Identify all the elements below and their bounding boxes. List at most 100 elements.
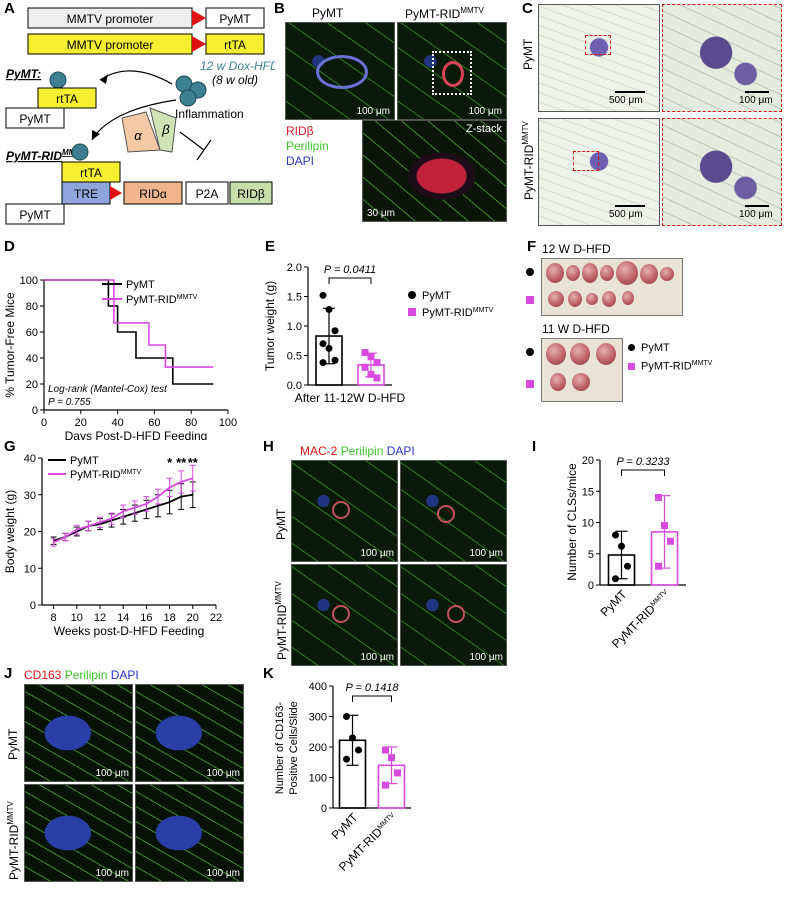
y-tick-label: 0 [321, 803, 327, 815]
data-point [667, 537, 674, 545]
inflammation-label: Inflammation [175, 107, 244, 121]
rid-beta-shape [149, 107, 177, 153]
panel-c-row2: PyMT-RIDMMTV [521, 121, 536, 200]
rtta-box-label: rtTA [224, 38, 246, 52]
significance-mark: ** [188, 455, 199, 470]
y-tick-label: 40 [24, 453, 36, 465]
legend-label: PyMT [70, 455, 99, 467]
panel-letter-j: J [4, 665, 13, 682]
x-tick-label: 100 [219, 417, 237, 429]
panel-f-label12: 12 W D-HFD [542, 242, 611, 256]
data-point [325, 305, 333, 313]
data-point [655, 562, 662, 570]
data-point [394, 769, 401, 777]
pymt-box-label: PyMT [219, 12, 251, 26]
panel-h-image-4: 100 μm [400, 564, 507, 666]
significance-mark: * [167, 455, 173, 470]
p-value: P = 0.755 [48, 397, 91, 408]
data-point [325, 344, 333, 352]
data-point [355, 746, 362, 754]
y-axis-label-line1: Number of CD163- [274, 702, 286, 795]
legend-label: PyMT [126, 279, 155, 291]
x-tick-label: 80 [185, 417, 197, 429]
x-tick-label: 0 [41, 417, 47, 429]
pymt-genotype-label: PyMT: [6, 67, 41, 81]
y-tick-label: 60 [26, 327, 38, 339]
data-point [343, 713, 350, 720]
panel-f-square-rid [526, 296, 534, 304]
y-tick-label: 400 [309, 681, 327, 693]
dox-age-label: (8 w old) [212, 73, 258, 87]
panel-h-title: MAC-2 Perilipin DAPI [300, 444, 415, 458]
data-point [382, 746, 389, 754]
data-point [367, 353, 375, 361]
panel-b-col1: PyMT [312, 6, 344, 20]
panel-f-label11: 11 W D-HFD [542, 322, 610, 336]
panel-h-image-3: 100 μm [291, 564, 398, 666]
x-axis-label: Days Post-D-HFD Feeding [65, 429, 208, 440]
legend-label: PyMT-RIDMMTV [422, 307, 494, 319]
y-axis-label: Body weight (g) [3, 490, 17, 573]
y-tick-label: 20 [582, 455, 594, 467]
y-tick-label: 1.0 [287, 321, 302, 333]
data-point [382, 781, 389, 789]
data-point [388, 754, 395, 762]
significance-mark: ** [176, 455, 187, 470]
panel-f-tumors-11w [541, 338, 623, 402]
panel-letter-i: I [532, 438, 537, 455]
dox-label: 12 w Dox-HFD [200, 59, 275, 73]
y-tick-label: 200 [309, 742, 327, 754]
panel-j-image-1: 100 μm [24, 684, 133, 782]
panel-b-col2: PyMT-RIDMMTV [405, 6, 484, 21]
panel-j-title: CD163 Perilipin DAPI [24, 668, 139, 682]
p-value: P = 0.1418 [345, 682, 399, 694]
panel-f-tumors-12w [541, 258, 683, 316]
x-tick-label: 14 [117, 612, 129, 624]
panel-j-row2: PyMT-RIDMMTV [6, 801, 21, 880]
panel-c-histo-pymt-rid-zoom: 100 μm [662, 118, 782, 226]
data-point [624, 562, 631, 570]
panel-h-row2: PyMT-RIDMMTV [274, 581, 289, 660]
legend-label: PyMT-RIDMMTV [126, 294, 198, 306]
panel-h-image-2: 100 μm [400, 460, 507, 562]
panel-c-row1: PyMT [521, 38, 535, 70]
category-label: PyMT [598, 587, 631, 620]
data-point [361, 349, 369, 357]
panel-letter-d: D [4, 238, 15, 255]
chart-g: 0 10 20 30 40 8 10 12 14 16 18 20 22 Weeks post-D-HFD… [3, 453, 222, 638]
y-tick-label: 100 [309, 773, 327, 785]
x-tick-label: 40 [111, 417, 123, 429]
x-tick-label: 22 [210, 612, 222, 624]
panel-a-schematic: MMTV promoter PyMT MMTV promoter rtTA Py… [5, 7, 275, 225]
x-tick-label: 16 [140, 612, 152, 624]
panel-f-square-rid-11 [526, 380, 534, 388]
y-tick-label: 80 [26, 301, 38, 313]
svg-text:α: α [134, 128, 142, 143]
data-point [331, 356, 339, 364]
panel-letter-k: K [263, 665, 274, 682]
y-axis-label-line2: Positive Cells/Slide [288, 701, 300, 795]
x-axis-label: After 11-12W D-HFD [295, 391, 406, 405]
chart-d: 0 20 40 60 80 100 0 20 40 60 80 100 Days Post-D-HFD … [3, 275, 237, 440]
legend-label: PyMT-RIDMMTV [70, 469, 142, 481]
y-tick-label: 2.0 [287, 262, 302, 274]
y-tick-label: 30 [24, 490, 36, 502]
x-tick-label: 60 [148, 417, 160, 429]
y-axis-label: % Tumor-Free Mice [3, 292, 17, 398]
y-tick-label: 0.0 [287, 380, 302, 392]
panel-letter-c: C [522, 0, 533, 17]
y-tick-label: 1.5 [287, 292, 302, 304]
legend-marker [408, 291, 416, 299]
panel-letter-b: B [274, 0, 285, 17]
category-label: PyMT [329, 810, 362, 843]
y-tick-label: 0.5 [287, 351, 302, 363]
significance-bracket [621, 469, 665, 476]
panel-c-histo-pymt-rid: 500 μm [538, 118, 660, 226]
chart-i: 0 5 10 15 20 P = 0.3233 Number of CLSs/mice PyM… [565, 455, 686, 651]
significance-bracket [328, 277, 372, 284]
legend-marker [408, 308, 416, 316]
data-point [319, 359, 327, 367]
x-tick-label: 10 [71, 612, 83, 624]
y-tick-label: 0 [588, 580, 594, 592]
